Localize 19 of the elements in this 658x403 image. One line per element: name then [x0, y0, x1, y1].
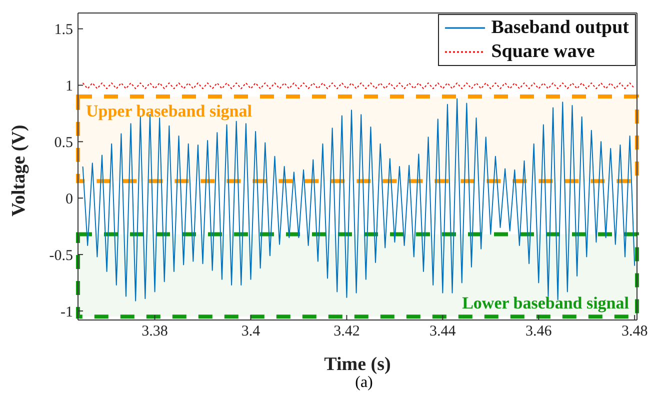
band-label: Upper baseband signal [86, 102, 252, 121]
x-tick-label: 3.42 [334, 324, 360, 340]
y-tick-label: 0.5 [54, 134, 73, 151]
x-tick-label: 3.4 [241, 324, 261, 340]
y-tick-label: 0 [66, 191, 73, 208]
y-tick-label: -1 [60, 304, 73, 320]
x-tick-label: 3.44 [430, 324, 456, 340]
y-tick-label: 1 [66, 78, 73, 95]
x-axis-title: Time (s) [324, 354, 391, 375]
y-tick-label: 1.5 [54, 22, 73, 38]
y-tick-label: -0.5 [49, 248, 73, 264]
x-tick-label: 3.38 [142, 324, 168, 340]
y-axis-title: Voltage (V) [8, 124, 30, 216]
band-label: Lower baseband signal [462, 294, 630, 313]
legend-label: Square wave [491, 40, 595, 64]
text: (a) [354, 374, 374, 392]
x-tick-label: 3.46 [526, 324, 552, 340]
x-tick-label: 3.48 [621, 324, 648, 340]
legend-label: Baseband output [491, 16, 629, 40]
